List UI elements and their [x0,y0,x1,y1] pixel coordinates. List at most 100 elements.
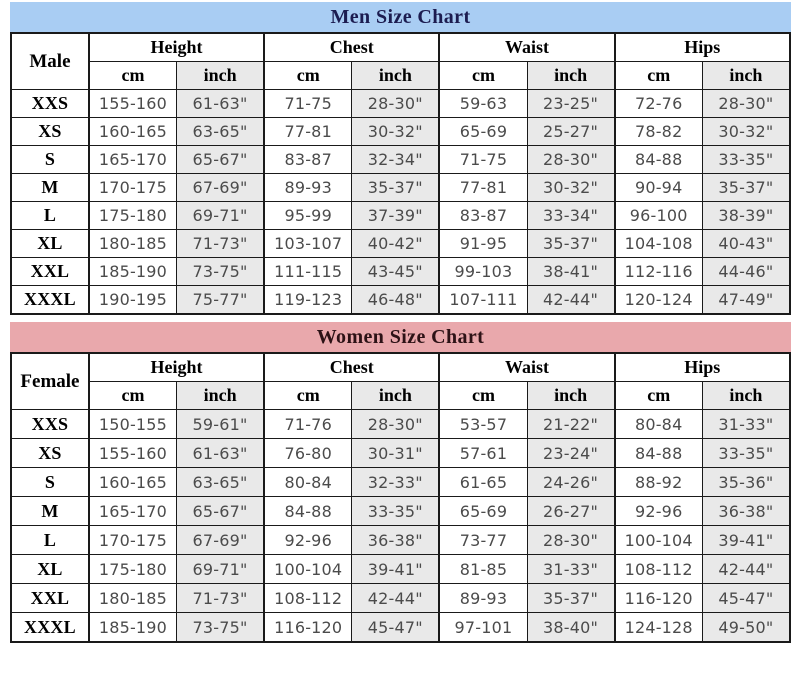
men-measurement-cell: 99-103 [438,257,528,286]
women-measurement-cell: 30-31" [351,438,440,468]
men-measurement-cell: 35-37" [351,173,440,202]
women-measurement-cell: 42-44" [701,554,791,584]
men-measurement-cell: 46-48" [351,285,440,315]
women-measurement-cell: 92-96 [263,525,353,555]
women-chest-cm-header: cm [263,381,353,410]
women-measurement-cell: 150-155 [87,409,178,439]
women-measurement-cell: 61-63" [176,438,265,468]
men-waist-inch-header: inch [526,61,616,90]
men-corner-label: Male [10,32,90,90]
men-measurement-cell: 43-45" [351,257,440,286]
women-measurement-cell: 35-37" [526,583,616,613]
women-measurement-cell: 49-50" [701,612,791,643]
men-measurement-cell: 185-190 [87,257,178,286]
women-measurement-cell: 57-61 [438,438,528,468]
men-measurement-cell: 61-63" [176,89,265,118]
men-size-label: L [10,201,90,230]
women-measurement-cell: 92-96 [613,496,703,526]
men-measurement-cell: 119-123 [263,285,353,315]
men-group-height: Height [87,32,265,62]
women-measurement-cell: 84-88 [613,438,703,468]
men-size-label: S [10,145,90,174]
men-measurement-cell: 30-32" [351,117,440,146]
men-measurement-cell: 175-180 [87,201,178,230]
women-measurement-cell: 71-73" [176,583,265,613]
women-measurement-cell: 21-22" [526,409,616,439]
men-measurement-cell: 96-100 [613,201,703,230]
women-measurement-cell: 88-92 [613,467,703,497]
women-size-table: Female Height Chest Waist Hips cm inch c… [10,352,791,643]
men-measurement-cell: 33-35" [701,145,791,174]
men-measurement-cell: 120-124 [613,285,703,315]
men-measurement-cell: 170-175 [87,173,178,202]
men-size-label: XXL [10,257,90,286]
women-measurement-cell: 45-47" [701,583,791,613]
women-measurement-cell: 89-93 [438,583,528,613]
women-measurement-cell: 160-165 [87,467,178,497]
women-waist-inch-header: inch [526,381,616,410]
women-size-row-s: S 160-165 63-65" 80-84 32-33" 61-65 24-26" 88-9… [10,467,791,497]
men-measurement-cell: 69-71" [176,201,265,230]
men-hips-inch-header: inch [701,61,791,90]
women-size-row-m: M 165-170 65-67" 84-88 33-35" 65-69 26-27" 92-9… [10,496,791,526]
men-size-row-xs: XS 160-165 63-65" 77-81 30-32" 65-69 25-27" 78-… [10,117,791,146]
men-measurement-cell: 42-44" [526,285,616,315]
men-measurement-cell: 104-108 [613,229,703,258]
women-measurement-cell: 76-80 [263,438,353,468]
men-measurement-cell: 90-94 [613,173,703,202]
women-measurement-cell: 45-47" [351,612,440,643]
women-subheader-row: cm inch cm inch cm inch cm inch [11,381,791,410]
men-measurement-cell: 77-81 [438,173,528,202]
men-size-label: XXS [10,89,90,118]
men-height-inch-header: inch [176,61,265,90]
women-measurement-cell: 36-38" [701,496,791,526]
men-measurement-cell: 35-37" [526,229,616,258]
men-measurement-cell: 95-99 [263,201,353,230]
women-size-label: XXXL [10,612,90,643]
men-measurement-cell: 59-63 [438,89,528,118]
women-measurement-cell: 80-84 [613,409,703,439]
women-size-chart-title: Women Size Chart [10,322,791,352]
men-size-row-xl: XL 180-185 71-73" 103-107 40-42" 91-95 35-37" 1… [10,229,791,258]
men-chest-inch-header: inch [351,61,440,90]
men-measurement-cell: 71-75 [438,145,528,174]
women-size-row-xxxl: XXXL 185-190 73-75" 116-120 45-47" 97-101 38-4… [10,612,791,643]
women-measurement-cell: 185-190 [87,612,178,643]
women-size-row-xxs: XXS 150-155 59-61" 71-76 28-30" 53-57 21-22" 80… [10,409,791,439]
men-size-table: Male Height Chest Waist Hips cm inch cm … [10,32,791,315]
women-measurement-cell: 42-44" [351,583,440,613]
women-measurement-cell: 28-30" [526,525,616,555]
men-measurement-cell: 23-25" [526,89,616,118]
women-group-chest: Chest [263,352,440,382]
women-measurement-cell: 23-24" [526,438,616,468]
women-waist-cm-header: cm [438,381,528,410]
women-measurement-cell: 28-30" [351,409,440,439]
women-measurement-cell: 26-27" [526,496,616,526]
men-group-waist: Waist [438,32,616,62]
men-measurement-cell: 78-82 [613,117,703,146]
men-measurement-cell: 160-165 [87,117,178,146]
women-height-inch-header: inch [176,381,265,410]
women-measurement-cell: 38-40" [526,612,616,643]
men-measurement-cell: 77-81 [263,117,353,146]
men-measurement-cell: 28-30" [701,89,791,118]
men-measurement-cell: 83-87 [263,145,353,174]
women-size-label: XXS [10,409,90,439]
women-measurement-cell: 39-41" [701,525,791,555]
men-size-label: M [10,173,90,202]
men-measurement-cell: 33-34" [526,201,616,230]
size-chart-page: Men Size Chart Male Height Chest Waist H… [10,2,791,643]
men-size-row-xxs: XXS 155-160 61-63" 71-75 28-30" 59-63 23-25" 72… [10,89,791,118]
men-size-row-xxl: XXL 185-190 73-75" 111-115 43-45" 99-103 38-41… [10,257,791,286]
men-table-body: XXS 155-160 61-63" 71-75 28-30" 59-63 23-25" 72… [10,89,791,315]
men-measurement-cell: 40-42" [351,229,440,258]
men-measurement-cell: 28-30" [526,145,616,174]
men-hips-cm-header: cm [613,61,703,90]
women-measurement-cell: 81-85 [438,554,528,584]
women-group-waist: Waist [438,352,616,382]
men-measurement-cell: 38-41" [526,257,616,286]
men-size-label: XL [10,229,90,258]
women-measurement-cell: 35-36" [701,467,791,497]
women-size-row-xl: XL 175-180 69-71" 100-104 39-41" 81-85 31-33" 1… [10,554,791,584]
women-size-label: L [10,525,90,555]
